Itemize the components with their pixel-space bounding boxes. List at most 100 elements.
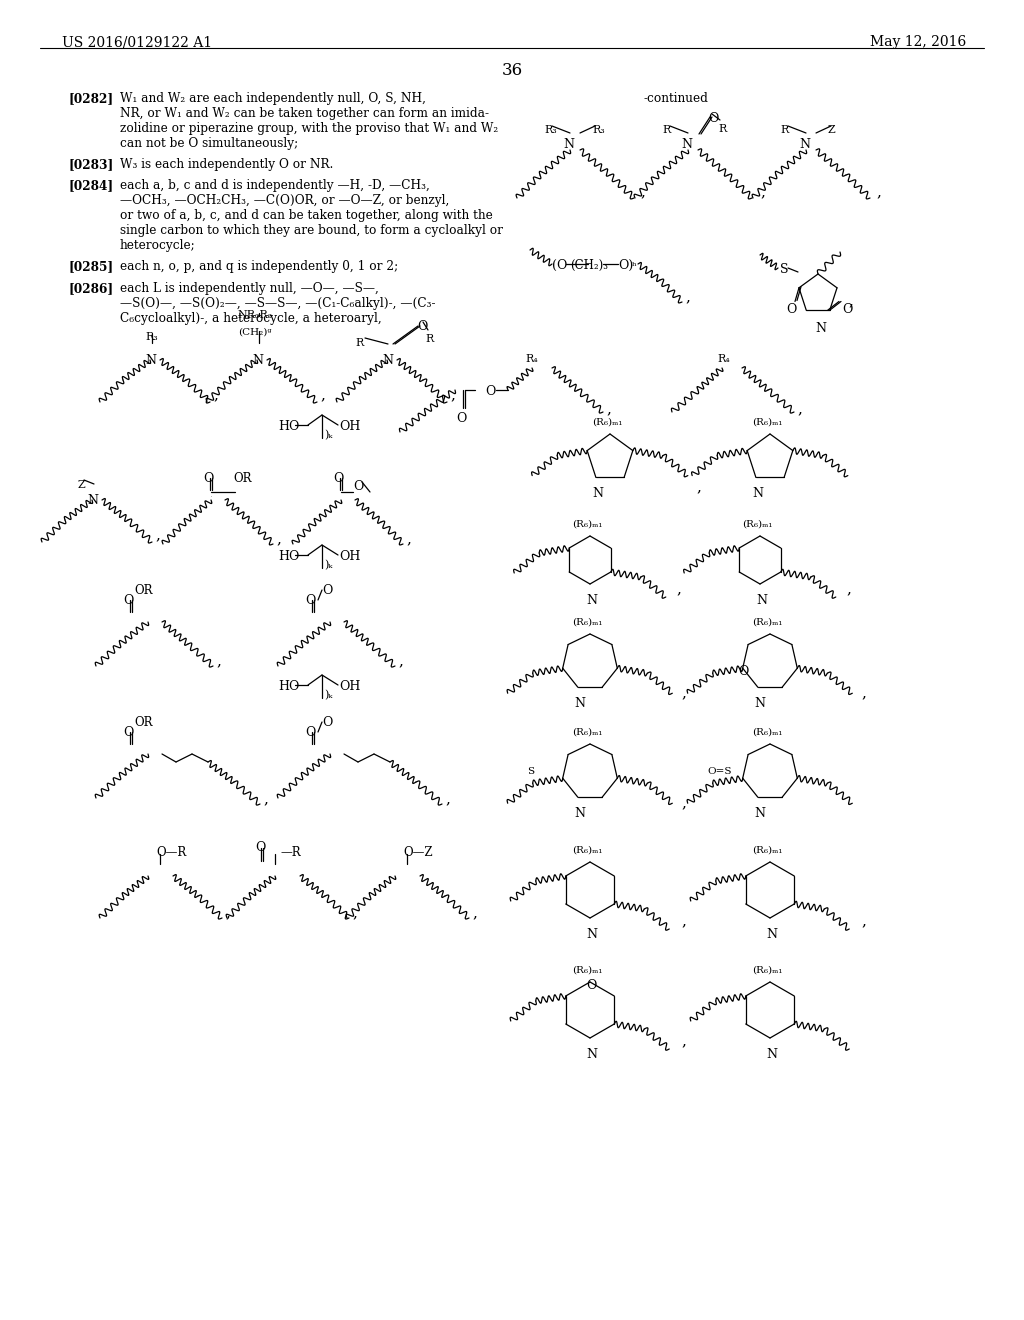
Text: ,: ,: [276, 532, 281, 546]
Text: N: N: [754, 808, 765, 820]
Text: R₄: R₄: [525, 354, 538, 364]
Text: ,: ,: [225, 906, 229, 920]
Text: O=S: O=S: [707, 767, 731, 776]
Text: O—Z: O—Z: [403, 846, 432, 859]
Text: O—R: O—R: [156, 846, 186, 859]
Text: OR: OR: [134, 715, 153, 729]
Text: [0286]: [0286]: [68, 282, 113, 294]
Text: N: N: [754, 697, 765, 710]
Text: O: O: [255, 841, 265, 854]
Text: (R₆)ₘ₁: (R₆)ₘ₁: [572, 729, 602, 737]
Text: N: N: [252, 354, 263, 367]
Text: (CH₂)₃: (CH₂)₃: [570, 259, 608, 272]
Text: (CH₂)ᵍ: (CH₂)ᵍ: [239, 327, 271, 337]
Text: ,: ,: [846, 582, 851, 597]
Text: ,: ,: [861, 913, 866, 928]
Text: W₁ and W₂ are each independently null, O, S, NH,
NR, or W₁ and W₂ can be taken t: W₁ and W₂ are each independently null, O…: [120, 92, 499, 150]
Text: HO: HO: [278, 680, 299, 693]
Text: R: R: [718, 124, 726, 135]
Text: O: O: [123, 726, 133, 739]
Text: R: R: [425, 334, 433, 345]
Text: ,: ,: [213, 388, 218, 403]
Text: [0285]: [0285]: [68, 260, 113, 273]
Text: ,: ,: [472, 906, 477, 920]
Text: ,: ,: [606, 403, 611, 416]
Text: OH: OH: [339, 420, 360, 433]
Text: (R₆)ₘ₁: (R₆)ₘ₁: [572, 520, 602, 529]
Text: )ₖ: )ₖ: [324, 560, 333, 570]
Text: ,: ,: [760, 185, 765, 199]
Text: N: N: [682, 137, 692, 150]
Text: May 12, 2016: May 12, 2016: [870, 36, 967, 49]
Text: (R₆)ₘ₁: (R₆)ₘ₁: [752, 846, 782, 855]
Text: N: N: [800, 137, 811, 150]
Text: N: N: [573, 697, 585, 710]
Text: O: O: [305, 594, 315, 607]
Text: N: N: [586, 928, 597, 941]
Text: N: N: [573, 808, 585, 820]
Text: )ₖ: )ₖ: [324, 430, 333, 441]
Text: ,: ,: [681, 796, 686, 810]
Text: 36: 36: [502, 62, 522, 79]
Text: O: O: [353, 480, 364, 492]
Text: HO: HO: [278, 420, 299, 433]
Text: OH: OH: [339, 550, 360, 564]
Text: N: N: [563, 137, 574, 150]
Text: R: R: [662, 125, 671, 135]
Text: ,: ,: [263, 792, 268, 807]
Text: )ₖ: )ₖ: [324, 690, 333, 701]
Text: R₄: R₄: [717, 354, 730, 364]
Text: ,: ,: [685, 290, 690, 304]
Text: N: N: [756, 594, 767, 607]
Text: (R₆)ₘ₁: (R₆)ₘ₁: [742, 520, 772, 529]
Text: N: N: [766, 928, 777, 941]
Text: Z: Z: [78, 480, 86, 490]
Text: S: S: [527, 767, 535, 776]
Text: ,: ,: [681, 1034, 686, 1048]
Text: each a, b, c and d is independently —H, -D, —CH₃,
—OCH₃, —OCH₂CH₃, —C(O)OR, or —: each a, b, c and d is independently —H, …: [120, 180, 503, 252]
Text: O: O: [708, 112, 719, 125]
Text: ₕ: ₕ: [632, 257, 637, 268]
Text: N: N: [815, 322, 826, 335]
Text: (R₆)ₘ₁: (R₆)ₘ₁: [572, 618, 602, 627]
Text: HO: HO: [278, 550, 299, 564]
Text: —R: —R: [280, 846, 301, 859]
Text: (R₆)ₘ₁: (R₆)ₘ₁: [572, 966, 602, 975]
Text: N: N: [586, 1048, 597, 1061]
Text: O: O: [842, 302, 852, 315]
Text: [0284]: [0284]: [68, 180, 113, 191]
Text: (O: (O: [552, 259, 567, 272]
Text: ,: ,: [398, 653, 402, 668]
Text: O): O): [618, 259, 633, 272]
Text: O: O: [417, 319, 427, 333]
Text: R₃: R₃: [145, 333, 158, 342]
Text: O: O: [485, 385, 496, 399]
Text: [0283]: [0283]: [68, 158, 114, 172]
Text: O: O: [333, 473, 343, 484]
Text: ,: ,: [876, 185, 881, 199]
Text: ,: ,: [861, 686, 866, 700]
Text: O: O: [586, 979, 596, 993]
Text: O: O: [738, 665, 750, 678]
Text: ,: ,: [155, 528, 160, 543]
Text: O: O: [456, 412, 466, 425]
Text: O: O: [203, 473, 213, 484]
Text: (R₆)ₘ₁: (R₆)ₘ₁: [592, 418, 623, 426]
Text: ,: ,: [848, 294, 853, 308]
Text: S: S: [780, 263, 788, 276]
Text: ,: ,: [352, 906, 357, 920]
Text: R: R: [355, 338, 364, 348]
Text: O: O: [322, 583, 333, 597]
Text: ,: ,: [676, 582, 681, 597]
Text: R: R: [780, 125, 788, 135]
Text: N: N: [382, 354, 393, 367]
Text: NR₃R₃: NR₃R₃: [238, 310, 272, 319]
Text: ,: ,: [696, 480, 700, 494]
Text: N: N: [592, 487, 603, 500]
Text: each n, o, p, and q is independently 0, 1 or 2;: each n, o, p, and q is independently 0, …: [120, 260, 398, 273]
Text: O: O: [123, 594, 133, 607]
Text: ,: ,: [406, 532, 411, 546]
Text: (R₆)ₘ₁: (R₆)ₘ₁: [752, 729, 782, 737]
Text: ,: ,: [681, 686, 686, 700]
Text: O: O: [305, 726, 315, 739]
